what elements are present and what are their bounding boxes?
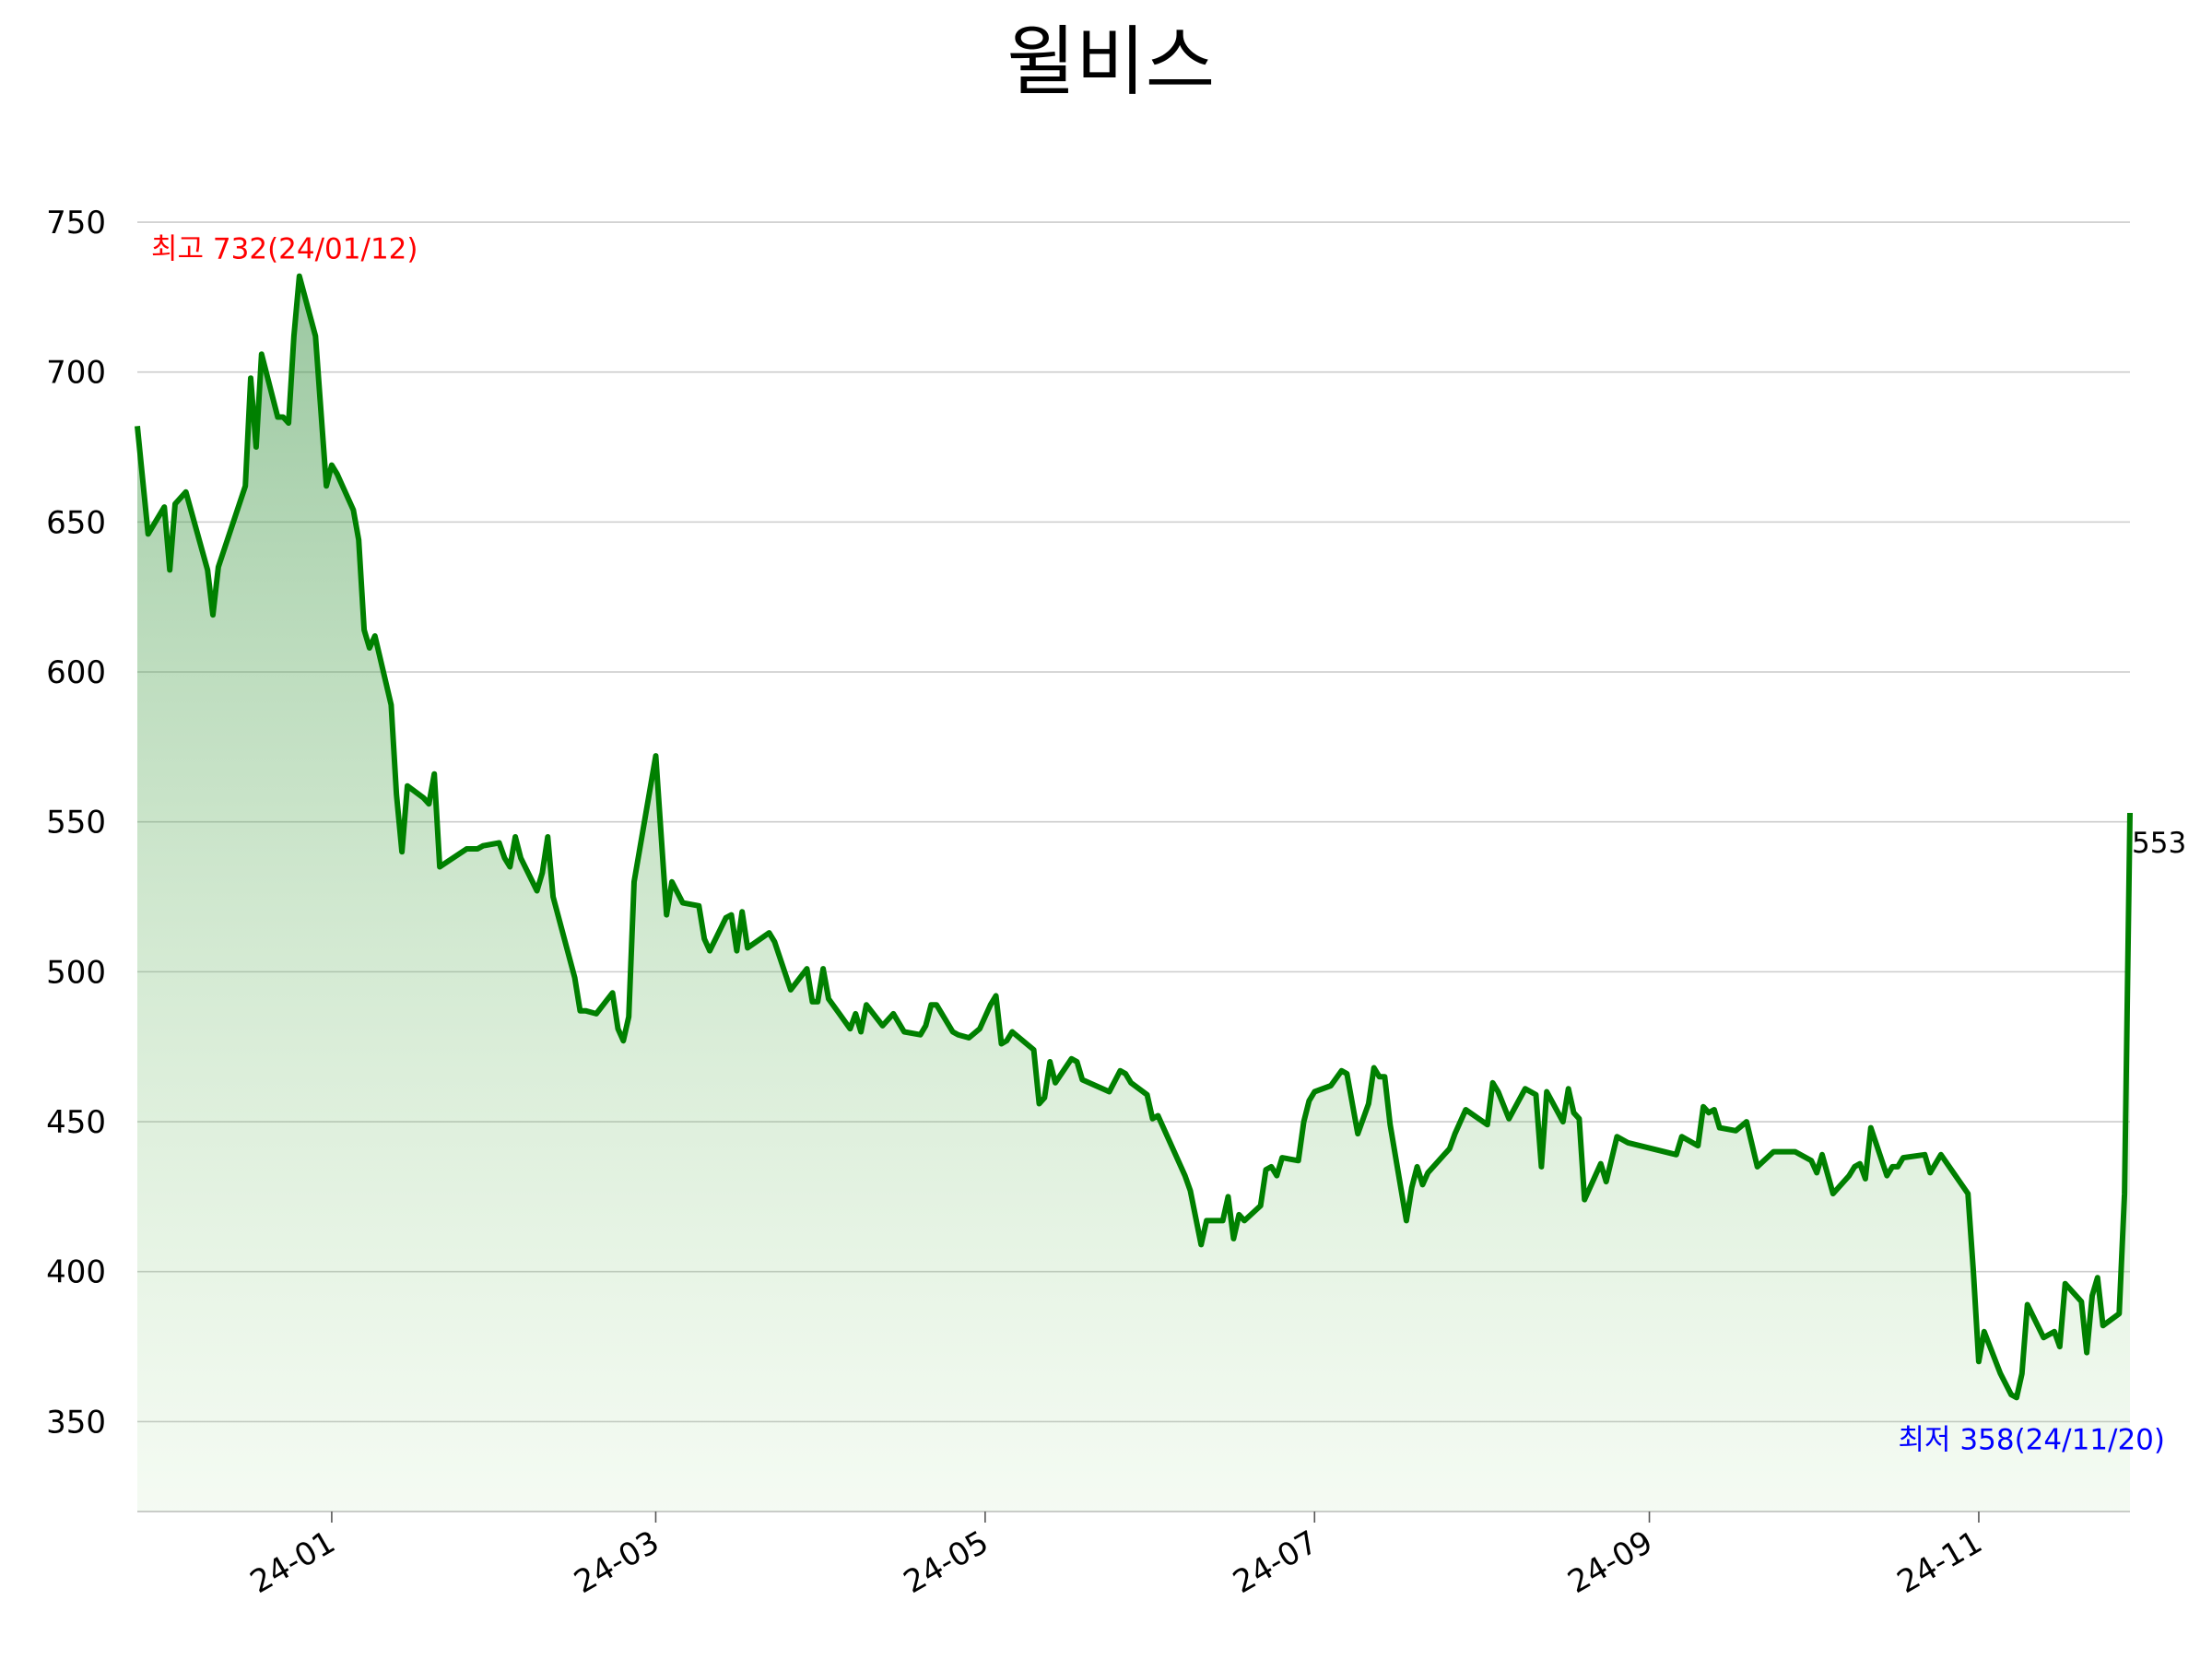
x-tick-label: 24-05: [898, 1524, 995, 1601]
last-value-label: 553: [2132, 827, 2186, 860]
y-tick-label: 550: [46, 805, 106, 841]
x-tick-label: 24-11: [1891, 1524, 1989, 1601]
x-tick-label: 24-07: [1227, 1524, 1324, 1601]
x-tick-label: 24-03: [568, 1524, 665, 1601]
y-tick-label: 400: [46, 1254, 106, 1291]
x-tick-label: 24-09: [1561, 1524, 1659, 1601]
area: [137, 276, 2130, 1512]
x-tick-label: 24-01: [244, 1524, 342, 1601]
y-tick-label: 600: [46, 654, 106, 691]
y-tick-label: 350: [46, 1404, 106, 1441]
y-tick-label: 650: [46, 504, 106, 541]
y-tick-label: 450: [46, 1104, 106, 1141]
y-tick-label: 750: [46, 205, 106, 241]
max-annotation: 최고 732(24/01/12): [151, 233, 418, 266]
min-annotation: 최저 358(24/11/20): [1899, 1423, 2165, 1456]
price-line: [135, 273, 2133, 1401]
y-tick-label: 700: [46, 355, 106, 392]
y-tick-label: 500: [46, 954, 106, 991]
chart-title: 윌비스: [1006, 18, 1215, 106]
